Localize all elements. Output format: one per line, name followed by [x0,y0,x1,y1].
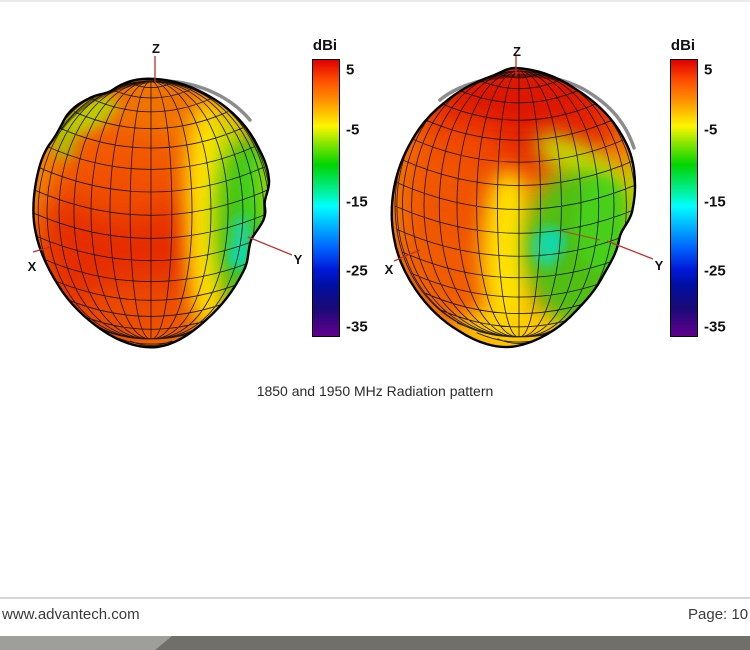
footer-website-link[interactable]: www.advantech.com [2,606,140,623]
radiation-pattern-figure: Z X Y [28,41,664,349]
colorbar-tick: -35 [346,318,368,336]
figure-caption: 1850 and 1950 MHz Radiation pattern [256,383,494,399]
colorbar-tick: -5 [704,121,718,139]
colorbar-1850: dBi 5 -5 -15 -25 -35 [310,37,382,350]
wireframe-mesh [33,80,270,346]
bottom-bar-light [0,636,172,650]
y-axis-label: Y [655,258,664,273]
colorbar-gradient [312,59,340,337]
colorbar-title: dBi [670,37,696,54]
page-number-text: Page: 10 [688,606,749,623]
colorbar-tick: -25 [704,262,726,280]
colorbar-tick: -25 [346,262,368,280]
colorbar-gradient [670,59,698,337]
surface-outline [390,66,637,349]
x-axis-label: X [28,259,37,274]
x-axis-line [393,249,421,262]
y-axis-label: Y [294,252,303,267]
top-rim-shading [438,73,636,150]
bottom-bar-dark [0,636,750,650]
colorbar-tick: -15 [704,193,726,211]
colorbar-tick: -35 [704,318,726,336]
x-axis-line [32,246,51,253]
colorbar-title: dBi [312,37,338,54]
colorbar-1950: dBi 5 -5 -15 -25 -35 [668,37,740,350]
top-rim-shading [60,79,252,130]
y-axis-line [606,240,654,260]
colorbar-tick: 5 [704,61,713,79]
y-axis-line-inner [561,230,601,241]
colorbar-tick: -5 [346,121,360,139]
colorbar-tick: 5 [346,61,355,79]
surface-outline [32,77,271,349]
footer-divider [0,597,750,599]
footer-page-number: Page: 10 [688,606,750,623]
page-top-border [0,0,750,2]
plot-1850mhz: Z X Y [28,41,303,349]
wireframe-mesh [394,70,636,344]
y-axis-line [247,236,293,256]
plot-1950mhz: Z X Y [385,44,664,349]
colorbar-tick: -15 [346,193,368,211]
z-axis-label: Z [513,44,521,59]
z-axis-label: Z [152,41,160,56]
x-axis-label: X [385,262,394,277]
